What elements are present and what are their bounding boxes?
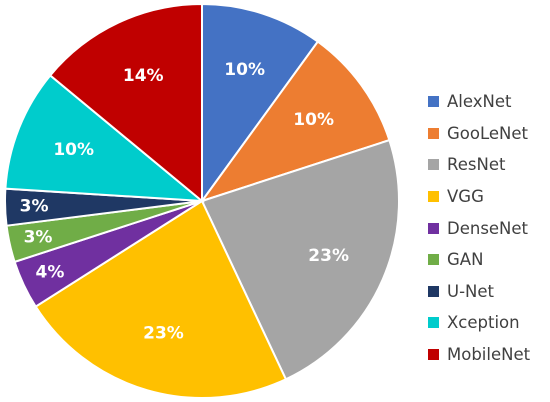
legend-swatch: [428, 222, 439, 234]
pie-slice-vgg: [34, 199, 288, 399]
slice-label-mobilenet: 14%: [123, 66, 164, 86]
slice-label-densenet: 4%: [36, 263, 65, 283]
pie-slice-mobilenet: [48, 2, 203, 204]
pie-slice-xception: [4, 74, 206, 203]
legend-label: Xception: [447, 313, 520, 333]
legend-item-goolenet: GooLeNet: [428, 118, 548, 150]
legend-item-u-net: U-Net: [428, 276, 548, 308]
legend-swatch: [428, 191, 439, 203]
legend-label: MobileNet: [447, 345, 531, 365]
chart-legend: AlexNet GooLeNet ResNet VGG DenseNet GAN U-Net…: [428, 86, 548, 370]
legend-label: DenseNet: [447, 218, 529, 238]
legend-item-densenet: DenseNet: [428, 212, 548, 244]
slice-label-alexnet: 10%: [224, 60, 265, 80]
legend-item-xception: Xception: [428, 307, 548, 339]
slice-label-resnet: 23%: [308, 246, 349, 266]
slice-label-xception: 10%: [53, 140, 94, 160]
legend-label: ResNet: [447, 155, 506, 175]
legend-swatch: [428, 254, 439, 266]
legend-item-mobilenet: MobileNet: [428, 339, 548, 371]
legend-swatch: [428, 285, 439, 297]
legend-label: AlexNet: [447, 92, 512, 112]
pie-slice-alexnet: [201, 2, 320, 205]
legend-item-gan: GAN: [428, 244, 548, 276]
legend-swatch: [428, 317, 439, 329]
legend-item-alexnet: AlexNet: [428, 86, 548, 118]
legend-label: GooLeNet: [447, 123, 528, 143]
legend-swatch: [428, 127, 439, 139]
legend-label: U-Net: [447, 281, 494, 301]
slice-label-u-net: 3%: [20, 196, 49, 216]
pie-slice-goolenet: [199, 40, 391, 203]
legend-swatch: [428, 159, 439, 171]
legend-swatch: [428, 96, 439, 108]
slice-label-gan: 3%: [24, 228, 53, 248]
legend-label: VGG: [447, 187, 484, 207]
slice-label-goolenet: 10%: [293, 110, 334, 130]
legend-item-vgg: VGG: [428, 181, 548, 213]
legend-label: GAN: [447, 250, 484, 270]
legend-swatch: [428, 349, 439, 361]
pie-slice-resnet: [200, 138, 400, 381]
slice-label-vgg: 23%: [143, 324, 184, 344]
legend-item-resnet: ResNet: [428, 149, 548, 181]
